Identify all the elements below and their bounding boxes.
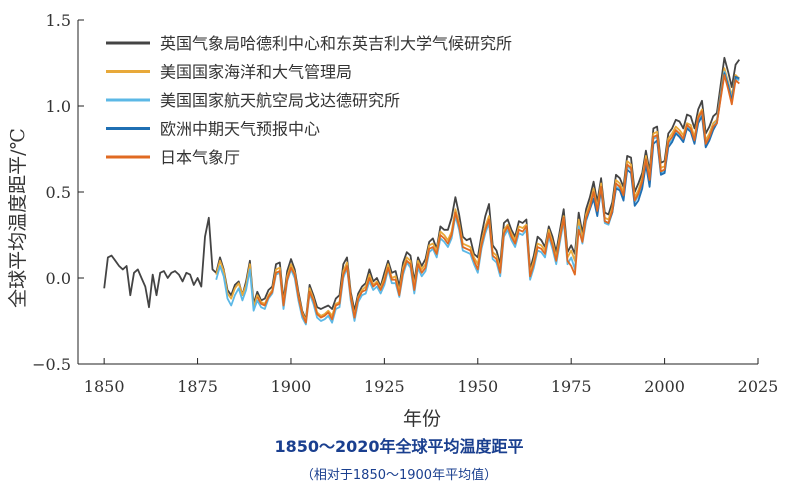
- x-tick-label: 1850: [84, 377, 125, 396]
- series-line-4: [256, 74, 740, 324]
- legend-label-3: 欧洲中期天气预报中心: [160, 120, 320, 139]
- axes-layer: 1850 1875 1900 1925 1950 1975 2000 2025 −0.5 0.0 0…: [32, 11, 778, 396]
- x-tick-label: 2000: [644, 377, 685, 396]
- x-tick-label: 1950: [457, 377, 498, 396]
- caption-subtitle: （相对于1850～1900年平均值）: [300, 468, 498, 483]
- x-tick-label: 1925: [364, 377, 405, 396]
- y-tick-label: 1.0: [46, 97, 71, 116]
- x-tick-label: 1875: [177, 377, 218, 396]
- x-tick-label: 2025: [738, 377, 779, 396]
- legend-label-4: 日本气象厅: [160, 148, 240, 167]
- y-tick-label: −0.5: [32, 355, 71, 374]
- y-tick-label: 0.0: [46, 269, 71, 288]
- legend-label-2: 美国国家航天航空局戈达德研究所: [160, 91, 400, 110]
- series-line-3: [585, 72, 740, 224]
- series-layer: [103, 56, 741, 326]
- temperature-anomaly-chart: 1850 1875 1900 1925 1950 1975 2000 2025 −0.5 0.0 0…: [7, 11, 778, 430]
- y-tick-label: 0.5: [46, 183, 71, 202]
- caption-title: 1850～2020年全球平均温度距平: [274, 437, 524, 456]
- legend-label-1: 美国国家海洋和大气管理局: [160, 63, 352, 82]
- y-axis-title: 全球平均温度距平/℃: [7, 128, 29, 308]
- x-tick-label: 1975: [551, 377, 592, 396]
- x-tick-label: 1900: [271, 377, 312, 396]
- x-axis-title: 年份: [403, 408, 441, 430]
- legend-label-0: 英国气象局哈德利中心和东英吉利大学气候研究所: [160, 34, 512, 53]
- legend: 英国气象局哈德利中心和东英吉利大学气候研究所美国国家海洋和大气管理局美国国家航天…: [106, 34, 512, 167]
- y-tick-label: 1.5: [46, 11, 71, 30]
